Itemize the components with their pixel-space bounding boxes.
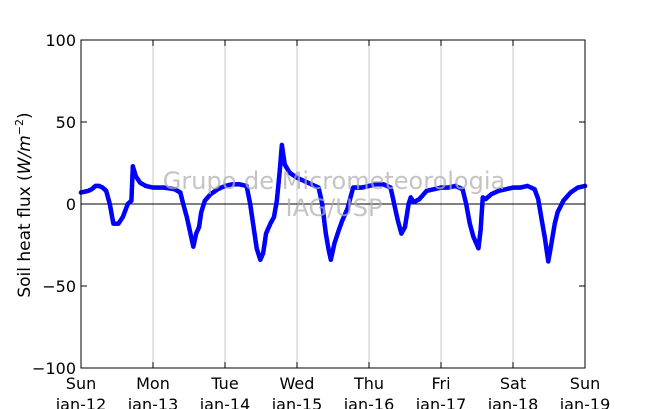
- x-tick-label-date: jan-16: [343, 395, 395, 409]
- x-tick-label-date: jan-12: [55, 395, 107, 409]
- watermark: Grupo de Micrometeorologia IAG/USP: [163, 167, 505, 222]
- x-tick-label-day: Sat: [500, 374, 526, 393]
- x-tick-label-day: Wed: [280, 374, 315, 393]
- x-tick-label-date: jan-19: [559, 395, 611, 409]
- x-tick-label-day: Fri: [431, 374, 450, 393]
- x-tick-label-day: Sun: [66, 374, 96, 393]
- x-tick-label-date: jan-18: [487, 395, 539, 409]
- watermark-line-1: Grupo de Micrometeorologia: [163, 167, 505, 195]
- x-tick-label-day: Thu: [353, 374, 384, 393]
- x-tick-label-day: Sun: [570, 374, 600, 393]
- y-tick-label: 50: [56, 113, 76, 132]
- y-axis-label: Soil heat flux (W/m−2): [13, 112, 35, 297]
- x-tick-label-date: jan-15: [271, 395, 323, 409]
- x-axis-ticks: Sun jan-12 Mon jan-13 Tue jan-14 Wed jan-15 Thu j…: [55, 40, 611, 409]
- y-tick-label: −100: [32, 359, 76, 378]
- data-series-points: [78, 142, 588, 264]
- x-tick-label-date: jan-17: [415, 395, 467, 409]
- y-tick-label: 0: [66, 195, 76, 214]
- x-tick-label-day: Mon: [136, 374, 170, 393]
- y-tick-label: 100: [45, 31, 76, 50]
- y-axis-ticks: 100 50 0 −50 −100: [32, 31, 585, 378]
- x-tick-label-date: jan-14: [199, 395, 251, 409]
- x-tick-label-date: jan-13: [127, 395, 179, 409]
- x-tick-label-day: Tue: [210, 374, 238, 393]
- y-tick-label: −50: [42, 277, 76, 296]
- watermark-line-2: IAG/USP: [285, 194, 382, 222]
